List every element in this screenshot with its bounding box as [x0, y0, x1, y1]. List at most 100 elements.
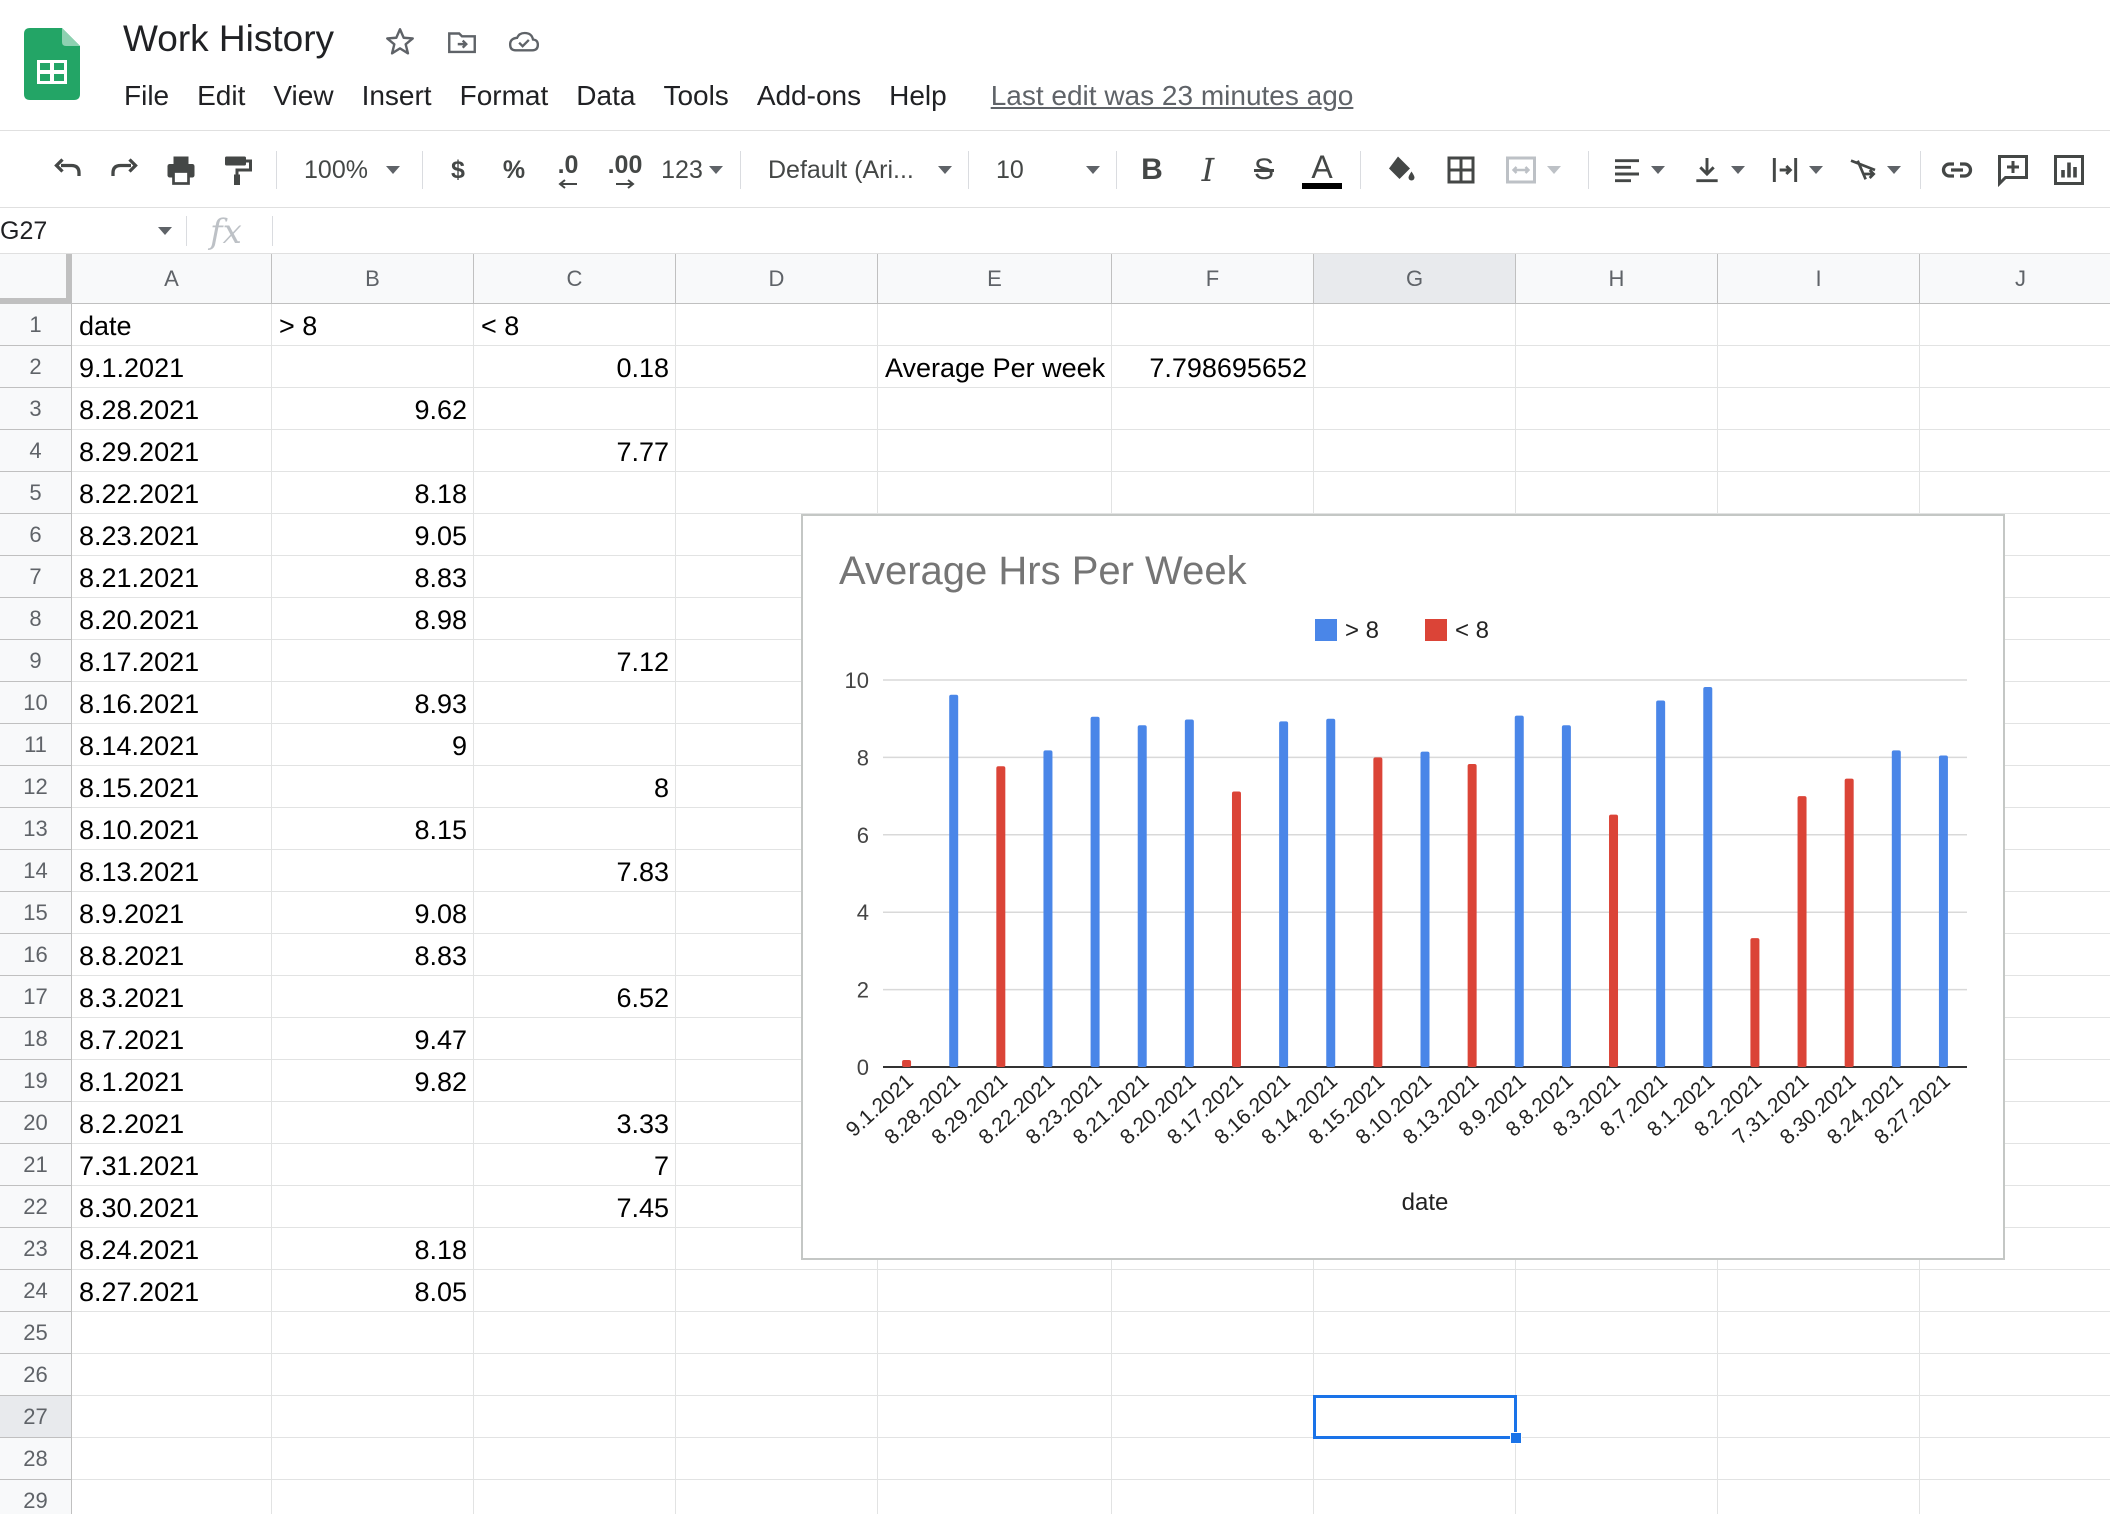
row-header-1[interactable]: 1: [0, 304, 72, 346]
text-color-button[interactable]: A: [1300, 147, 1344, 193]
column-header-e[interactable]: E: [878, 254, 1112, 304]
select-all-corner[interactable]: [0, 254, 72, 304]
merge-cells-button[interactable]: [1496, 147, 1568, 193]
row-header-25[interactable]: 25: [0, 1312, 72, 1354]
menu-tools[interactable]: Tools: [663, 80, 729, 111]
cell-b11[interactable]: 9: [451, 731, 467, 761]
cell-a22[interactable]: 8.30.2021: [79, 1193, 200, 1223]
cell-a24[interactable]: 8.27.2021: [79, 1277, 200, 1307]
cell-a6[interactable]: 8.23.2021: [79, 521, 200, 551]
cell-a16[interactable]: 8.8.2021: [79, 941, 185, 971]
last-edit-link[interactable]: Last edit was 23 minutes ago: [990, 80, 1354, 111]
cloud-saved-icon[interactable]: [504, 22, 544, 62]
menu-format[interactable]: Format: [459, 80, 549, 111]
star-icon[interactable]: [380, 22, 420, 62]
insert-chart-icon[interactable]: [2046, 147, 2092, 193]
insert-comment-icon[interactable]: [1990, 147, 2036, 193]
cell-b10[interactable]: 8.93: [414, 689, 467, 719]
italic-button[interactable]: I: [1201, 151, 1215, 189]
cell-a17[interactable]: 8.3.2021: [79, 983, 185, 1013]
row-header-3[interactable]: 3: [0, 388, 72, 430]
sheets-logo-icon[interactable]: [24, 28, 80, 100]
strikethrough-button[interactable]: S: [1253, 153, 1274, 186]
cell-f2[interactable]: 7.798695652: [1149, 353, 1307, 383]
cell-c1[interactable]: < 8: [481, 311, 520, 341]
row-header-24[interactable]: 24: [0, 1270, 72, 1312]
cell-a10[interactable]: 8.16.2021: [79, 689, 200, 719]
row-header-17[interactable]: 17: [0, 976, 72, 1018]
cell-c9[interactable]: 7.12: [616, 647, 669, 677]
row-header-27[interactable]: 27: [0, 1396, 72, 1438]
menu-view[interactable]: View: [273, 80, 334, 111]
row-header-6[interactable]: 6: [0, 514, 72, 556]
cell-c20[interactable]: 3.33: [616, 1109, 669, 1139]
borders-icon[interactable]: [1438, 147, 1484, 193]
cell-b13[interactable]: 8.15: [414, 815, 467, 845]
move-to-folder-icon[interactable]: [442, 22, 482, 62]
column-header-f[interactable]: F: [1112, 254, 1314, 304]
spreadsheet-grid[interactable]: A B C D E F G H I J 1 2 3 4 5 6 7 8 9 10 11 12 13 14 15 16 17 18 19 2…: [0, 254, 2110, 1514]
menu-edit[interactable]: Edit: [197, 80, 246, 111]
row-header-11[interactable]: 11: [0, 724, 72, 766]
row-header-21[interactable]: 21: [0, 1144, 72, 1186]
fill-handle[interactable]: [1510, 1432, 1522, 1444]
font-size-select[interactable]: 10: [996, 147, 1100, 193]
insert-link-icon[interactable]: [1934, 147, 1980, 193]
currency-format-button[interactable]: $: [451, 155, 465, 184]
row-header-5[interactable]: 5: [0, 472, 72, 514]
text-rotation-button[interactable]: [1842, 147, 1906, 193]
cell-a3[interactable]: 8.28.2021: [79, 395, 200, 425]
cell-c4[interactable]: 7.77: [616, 437, 669, 467]
column-header-h[interactable]: H: [1516, 254, 1718, 304]
cell-a20[interactable]: 8.2.2021: [79, 1109, 185, 1139]
cell-b19[interactable]: 9.82: [414, 1067, 467, 1097]
cell-b6[interactable]: 9.05: [414, 521, 467, 551]
row-header-29[interactable]: 29: [0, 1480, 72, 1514]
fill-color-icon[interactable]: [1378, 147, 1424, 193]
row-header-7[interactable]: 7: [0, 556, 72, 598]
cell-b15[interactable]: 9.08: [414, 899, 467, 929]
row-header-22[interactable]: 22: [0, 1186, 72, 1228]
cell-a14[interactable]: 8.13.2021: [79, 857, 200, 887]
row-header-26[interactable]: 26: [0, 1354, 72, 1396]
horizontal-align-button[interactable]: [1606, 147, 1670, 193]
menu-insert[interactable]: Insert: [361, 80, 432, 111]
row-header-9[interactable]: 9: [0, 640, 72, 682]
cell-b3[interactable]: 9.62: [414, 395, 467, 425]
bold-button[interactable]: B: [1141, 153, 1163, 186]
cell-a21[interactable]: 7.31.2021: [79, 1151, 200, 1181]
more-formats-button[interactable]: 123: [660, 147, 724, 193]
column-header-a[interactable]: A: [72, 254, 272, 304]
cell-c2[interactable]: 0.18: [616, 353, 669, 383]
cell-a18[interactable]: 8.7.2021: [79, 1025, 185, 1055]
row-header-13[interactable]: 13: [0, 808, 72, 850]
cell-a2[interactable]: 9.1.2021: [79, 353, 185, 383]
redo-icon[interactable]: [102, 147, 148, 193]
column-header-g[interactable]: G: [1314, 254, 1516, 304]
row-header-8[interactable]: 8: [0, 598, 72, 640]
menu-data[interactable]: Data: [576, 80, 636, 111]
text-wrap-button[interactable]: [1764, 147, 1828, 193]
cell-c14[interactable]: 7.83: [616, 857, 669, 887]
vertical-align-button[interactable]: [1686, 147, 1750, 193]
increase-decimal-button[interactable]: .00: [602, 147, 648, 193]
cell-a13[interactable]: 8.10.2021: [79, 815, 200, 845]
name-box[interactable]: G27: [0, 217, 48, 245]
row-header-14[interactable]: 14: [0, 850, 72, 892]
cell-a15[interactable]: 8.9.2021: [79, 899, 185, 929]
cell-c21[interactable]: 7: [653, 1151, 669, 1181]
menu-help[interactable]: Help: [889, 80, 947, 111]
menu-add-ons[interactable]: Add-ons: [756, 80, 862, 111]
selected-cell-g27[interactable]: [1313, 1395, 1517, 1439]
cell-b16[interactable]: 8.83: [414, 941, 467, 971]
document-title[interactable]: Work History: [123, 18, 335, 59]
column-header-c[interactable]: C: [474, 254, 676, 304]
column-header-d[interactable]: D: [676, 254, 878, 304]
row-header-4[interactable]: 4: [0, 430, 72, 472]
cell-a19[interactable]: 8.1.2021: [79, 1067, 185, 1097]
cell-b23[interactable]: 8.18: [414, 1235, 467, 1265]
print-icon[interactable]: [158, 147, 204, 193]
column-header-i[interactable]: I: [1718, 254, 1920, 304]
cell-a4[interactable]: 8.29.2021: [79, 437, 200, 467]
embedded-chart[interactable]: Average Hrs Per Week > 8 < 8 0 2 4 6 8 10 9.1.202…: [801, 514, 2005, 1260]
